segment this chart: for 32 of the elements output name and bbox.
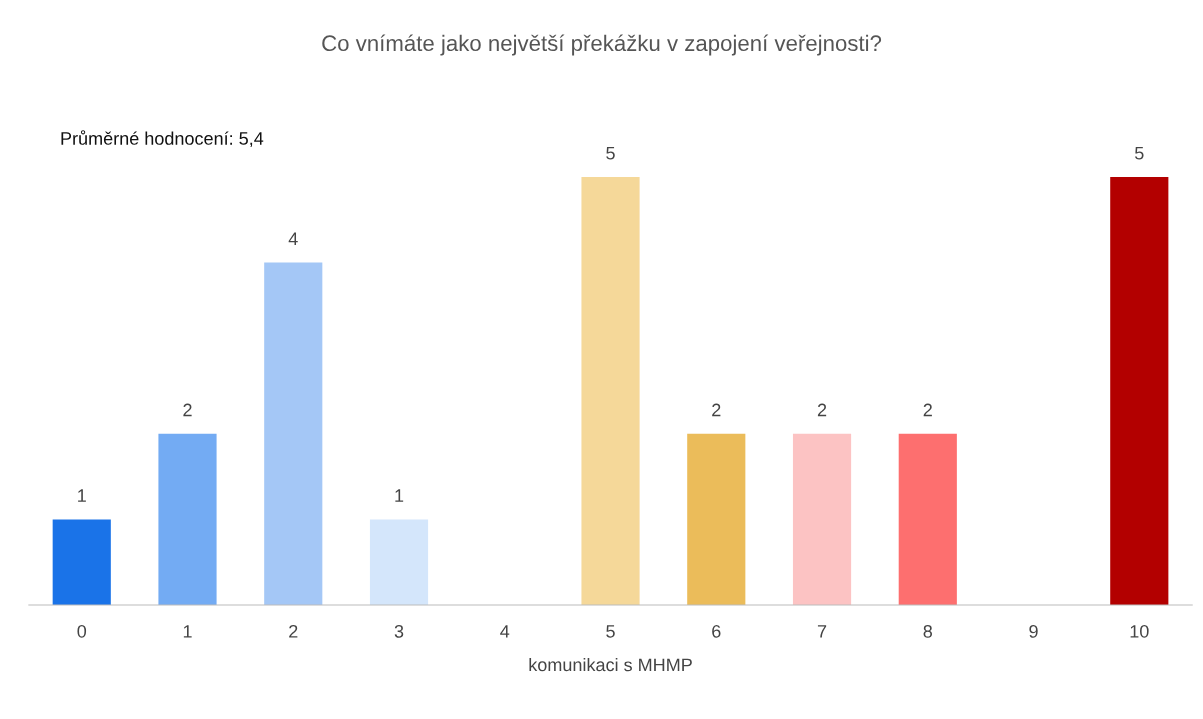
x-tick-label: 0 <box>77 624 87 638</box>
bar <box>792 433 852 606</box>
data-label: 1 <box>78 489 86 502</box>
bar <box>369 519 429 606</box>
x-tick-label: 1 <box>183 625 192 638</box>
bar <box>52 519 111 606</box>
x-axis-title: komunikaci s MHMP <box>529 657 692 672</box>
bar <box>158 433 217 606</box>
x-tick-label: 6 <box>712 624 721 638</box>
data-label: 5 <box>606 146 615 160</box>
x-tick-label: 9 <box>1029 624 1038 638</box>
x-tick-label: 4 <box>500 625 510 638</box>
x-tick-label: 8 <box>923 624 933 638</box>
bar <box>898 433 957 606</box>
x-tick-label: 7 <box>817 625 827 638</box>
data-label: 4 <box>288 232 298 245</box>
bar <box>264 262 323 606</box>
bar <box>1110 176 1169 606</box>
data-label: 5 <box>1135 146 1144 160</box>
x-tick-label: 5 <box>606 625 615 638</box>
x-tick-label: 2 <box>289 624 298 638</box>
x-tick-label: 3 <box>394 624 404 638</box>
text: Průměrné hodnocení: 5,4 <box>61 130 264 147</box>
data-label: 2 <box>817 403 827 417</box>
data-label: 2 <box>712 403 721 417</box>
x-tick-label: 10 <box>1130 624 1149 638</box>
data-label: 2 <box>183 403 192 417</box>
data-label: 2 <box>923 403 932 417</box>
data-label: 1 <box>395 489 404 502</box>
bar <box>687 433 746 606</box>
chart-title: Co vnímáte jako největší překážku v zapojení veřejnosti? <box>322 34 882 56</box>
bar <box>581 176 640 606</box>
